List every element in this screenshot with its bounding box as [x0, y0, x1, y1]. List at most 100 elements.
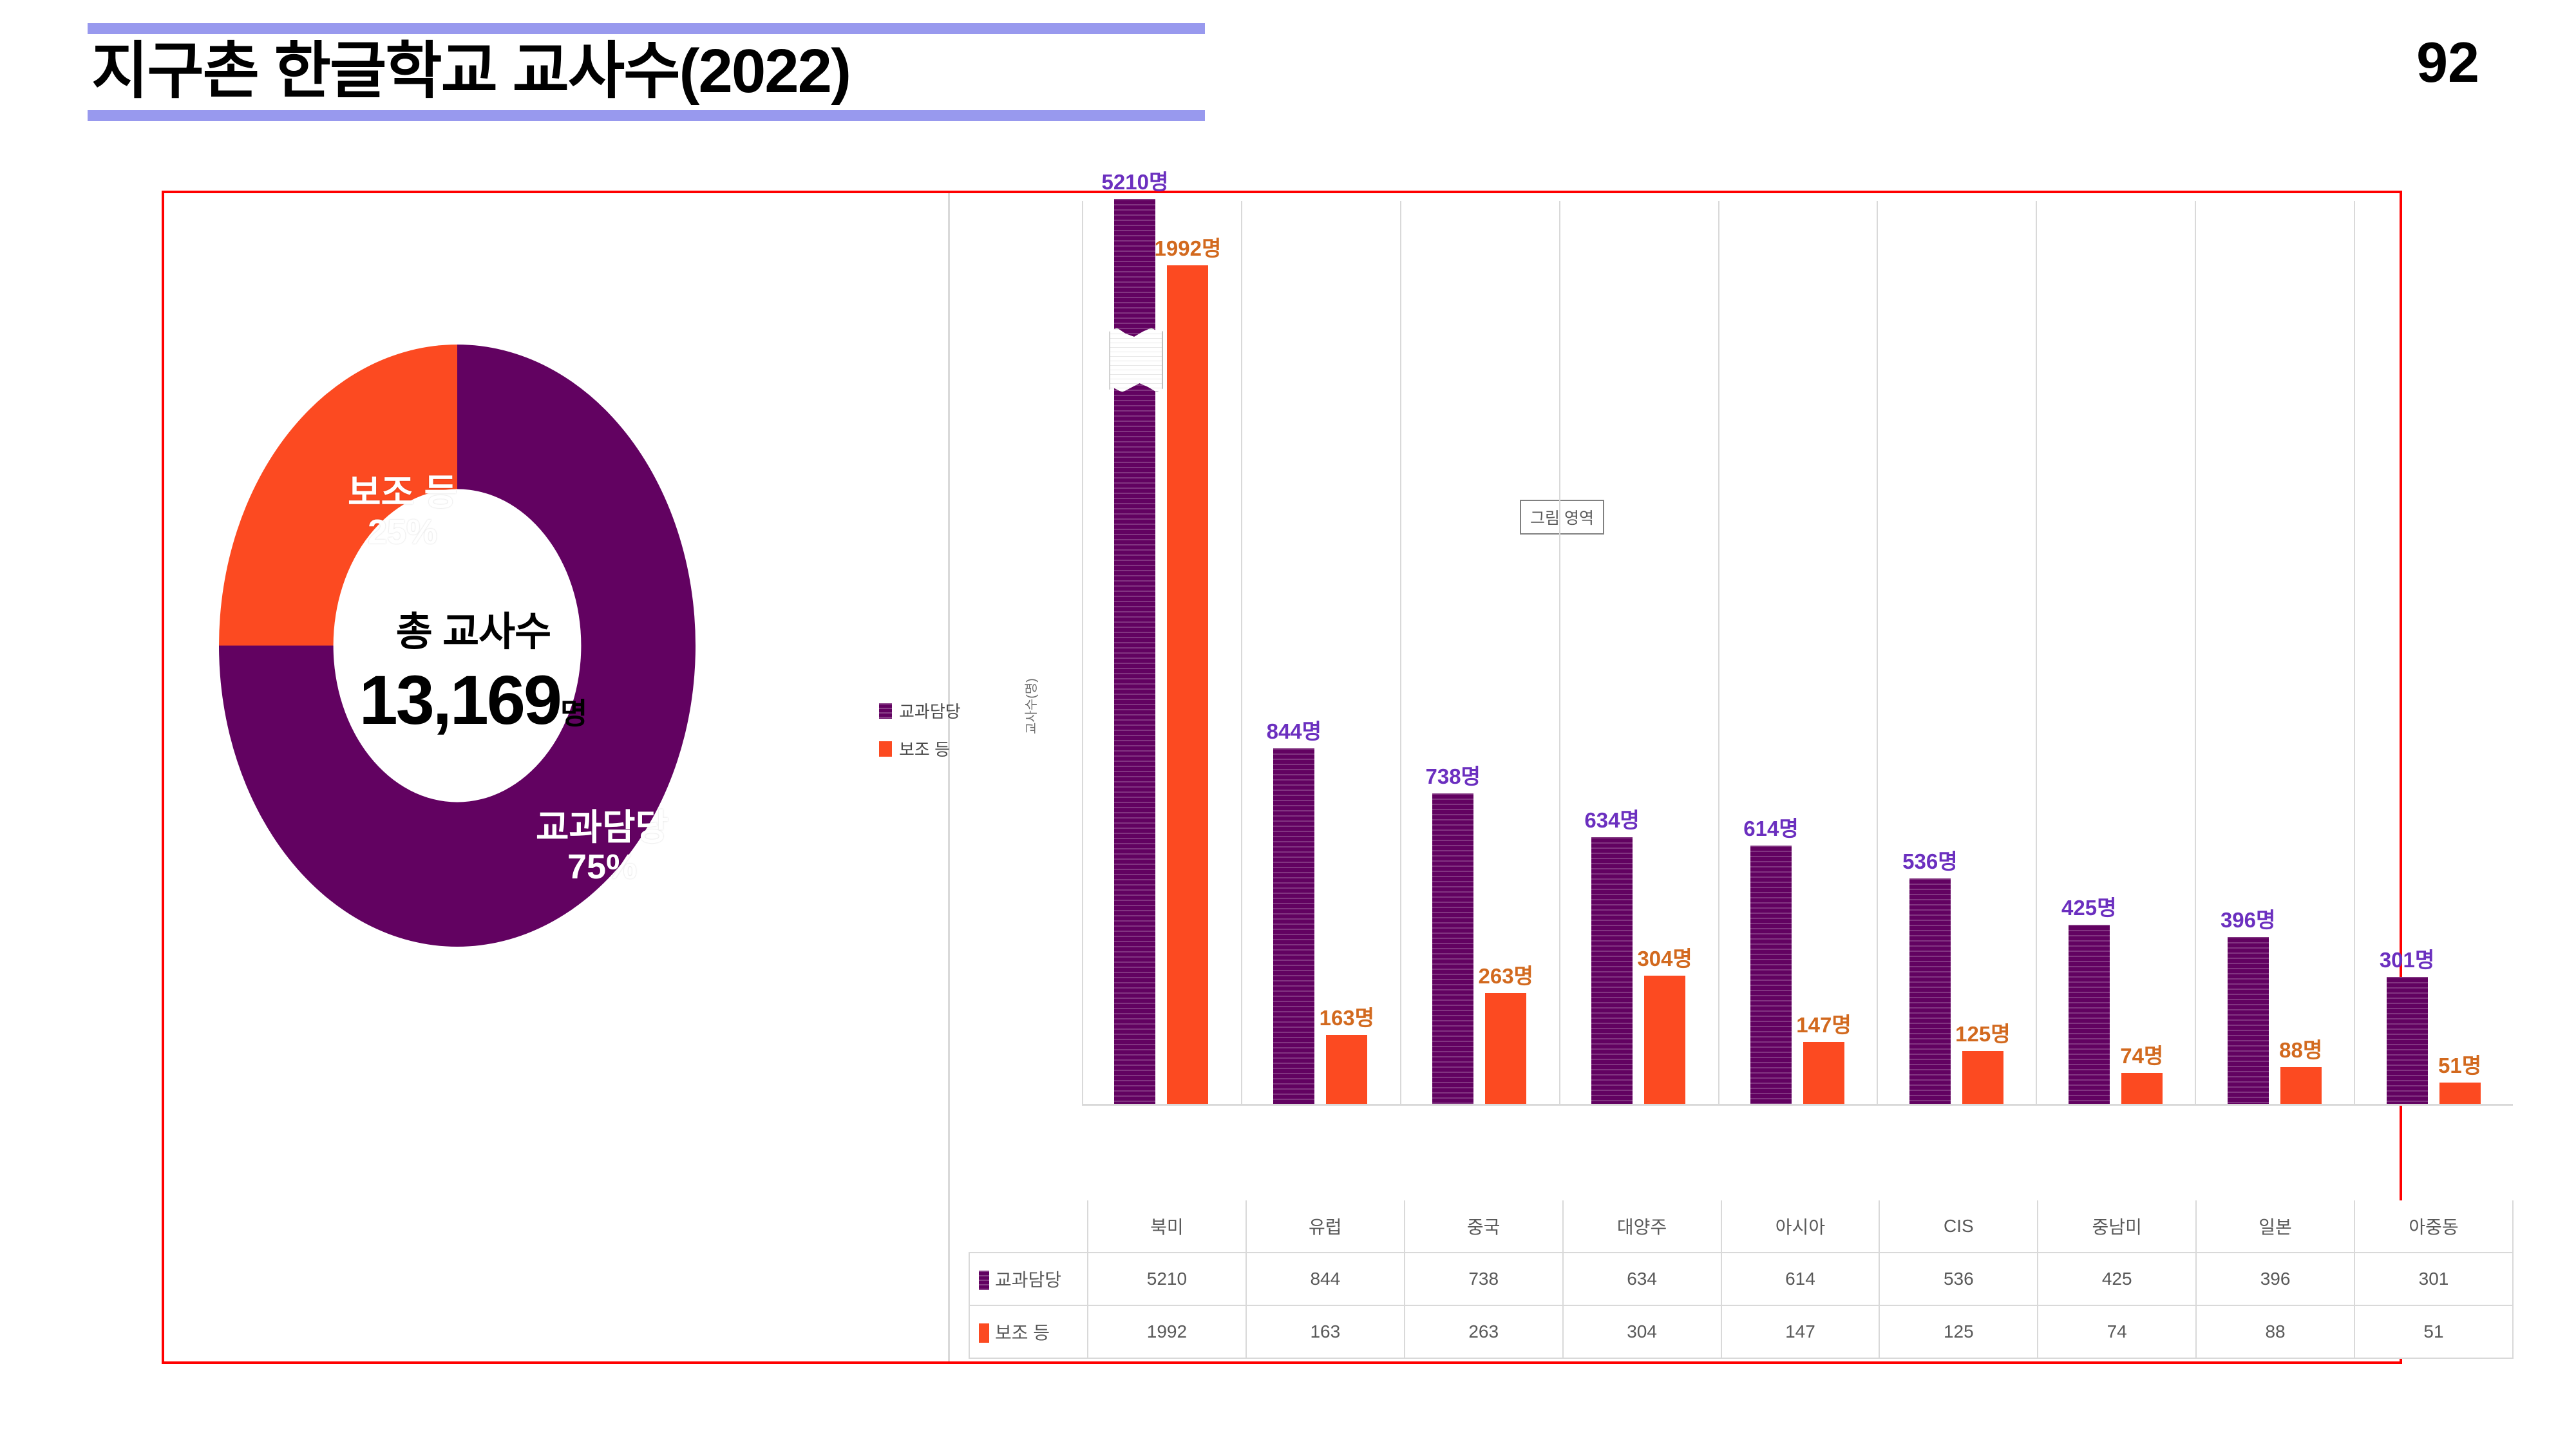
- bar-group-CIS[interactable]: 536명 125명: [1877, 201, 2036, 1104]
- donut-legend-item-bojo[interactable]: 보조 등: [879, 737, 961, 761]
- bar-group-중남미[interactable]: 425명 74명: [2036, 201, 2195, 1104]
- bar-아중동-gyogwadamdang[interactable]: [2386, 977, 2428, 1104]
- table-row: 보조 등 1992 163 263 304 147 125 74 88 51: [969, 1305, 2514, 1359]
- table-cell-유럽-교과담당: 844: [1245, 1252, 1405, 1306]
- bar-group-아중동[interactable]: 301명 51명: [2354, 201, 2513, 1104]
- table-legend-swatch-icon-보조 등: [979, 1323, 989, 1343]
- bar-group-중국[interactable]: 738명 263명: [1400, 201, 1559, 1104]
- donut-label-bojo-name: 보조 등: [347, 472, 458, 513]
- donut-graphic[interactable]: 보조 등 25% 교과담당 75% 총 교사수 13,169명: [219, 345, 696, 947]
- table-cell-중국-보조 등: 263: [1403, 1305, 1564, 1359]
- donut-hole: [333, 489, 582, 802]
- title-block: 지구촌 한글학교 교사수(2022): [88, 23, 1205, 121]
- bar-label-CIS-gyogwadamdang: 536명: [1902, 849, 1958, 873]
- bar-CIS-gyogwadamdang[interactable]: [1909, 878, 1951, 1104]
- bar-아시아-bojodeung[interactable]: [1803, 1041, 1844, 1104]
- title-rule-bottom: [88, 109, 1205, 121]
- bar-label-북미-bojodeung: 1992명: [1154, 236, 1222, 261]
- bar-label-아시아-bojodeung: 147명: [1796, 1012, 1852, 1037]
- bar-group-북미[interactable]: 5210명 1992명: [1082, 171, 1241, 1104]
- bar-group-유럽[interactable]: 844명 163명: [1241, 201, 1400, 1104]
- axis-break-icon: [1109, 328, 1164, 392]
- panel-divider: [948, 193, 950, 1361]
- donut-center-total-unit: 명: [560, 697, 588, 730]
- table-cell-일본-보조 등: 88: [2195, 1305, 2355, 1359]
- table-header-아중동: 아중동: [2354, 1200, 2514, 1253]
- bar-label-북미-gyogwadamdang: 5210명: [1101, 170, 1169, 194]
- category-gridline: [1877, 201, 1879, 1106]
- donut-chart[interactable]: 보조 등 25% 교과담당 75% 총 교사수 13,169명 교과담당 보조 …: [190, 142, 961, 1365]
- bar-label-일본-gyogwadamdang: 396명: [2220, 908, 2276, 933]
- page-number: 92: [2416, 30, 2479, 94]
- table-cell-유럽-보조 등: 163: [1245, 1305, 1405, 1359]
- bar-중남미-bojodeung[interactable]: [2121, 1072, 2163, 1104]
- table-header-대양주: 대양주: [1562, 1200, 1722, 1253]
- bar-label-아시아-gyogwadamdang: 614명: [1743, 816, 1799, 840]
- donut-legend-label-gyogwa: 교과담당: [899, 702, 961, 721]
- bar-일본-gyogwadamdang[interactable]: [2227, 937, 2269, 1104]
- table-row-categories: 북미 유럽 중국 대양주 아시아 CIS 중남미 일본 아중동: [969, 1200, 2514, 1253]
- table-cell-대양주-교과담당: 634: [1562, 1252, 1722, 1306]
- table-cell-일본-교과담당: 396: [2195, 1252, 2355, 1306]
- table-header-아시아: 아시아: [1720, 1200, 1880, 1253]
- bar-label-유럽-bojodeung: 163명: [1319, 1006, 1375, 1030]
- table-cell-중남미-보조 등: 74: [2037, 1305, 2197, 1359]
- donut-label-gyogwa-percent: 75%: [567, 848, 638, 887]
- table-cell-CIS-보조 등: 125: [1879, 1305, 2039, 1359]
- table-cell-중남미-교과담당: 425: [2037, 1252, 2197, 1306]
- table-cell-아중동-보조 등: 51: [2354, 1305, 2514, 1359]
- bar-유럽-gyogwadamdang[interactable]: [1273, 748, 1315, 1104]
- plot-area-tooltip: 그림 영역: [1520, 500, 1604, 535]
- table-legend-swatch-icon-교과담당: [979, 1271, 989, 1290]
- table-cell-CIS-교과담당: 536: [1879, 1252, 2039, 1306]
- table-header-일본: 일본: [2195, 1200, 2355, 1253]
- bar-일본-bojodeung[interactable]: [2280, 1066, 2322, 1104]
- bar-group-일본[interactable]: 396명 88명: [2195, 201, 2354, 1104]
- bar-label-CIS-bojodeung: 125명: [1955, 1022, 2011, 1046]
- category-gridline: [1718, 201, 1719, 1106]
- donut-label-gyogwa-name: 교과담당: [535, 807, 669, 848]
- bar-아중동-bojodeung[interactable]: [2439, 1082, 2481, 1104]
- bar-대양주-gyogwadamdang[interactable]: [1591, 837, 1633, 1104]
- bar-group-대양주[interactable]: 634명 304명: [1559, 201, 1718, 1104]
- table-cell-아시아-보조 등: 147: [1720, 1305, 1880, 1359]
- plot-area[interactable]: 그림 영역 5210명 1992명 844명 163명 738명 263명 634명 304명…: [1082, 171, 2513, 1106]
- table-corner-blank: [969, 1200, 1088, 1253]
- bar-중남미-gyogwadamdang[interactable]: [2068, 925, 2110, 1104]
- donut-center-total-value: 13,169: [359, 661, 562, 739]
- donut-center-total: 13,169명: [354, 659, 592, 740]
- donut-legend-item-gyogwa[interactable]: 교과담당: [879, 699, 961, 723]
- bar-CIS-bojodeung[interactable]: [1962, 1051, 2003, 1104]
- bar-중국-bojodeung[interactable]: [1485, 993, 1527, 1104]
- bar-중국-gyogwadamdang[interactable]: [1432, 793, 1474, 1104]
- bar-유럽-bojodeung[interactable]: [1326, 1035, 1368, 1104]
- bar-북미-bojodeung[interactable]: [1167, 265, 1209, 1104]
- donut-label-gyogwa: 교과담당 75%: [496, 808, 708, 886]
- bar-group-아시아[interactable]: 614명 147명: [1718, 201, 1877, 1104]
- table-cell-북미-교과담당: 5210: [1087, 1252, 1247, 1306]
- table-header-중남미: 중남미: [2037, 1200, 2197, 1253]
- donut-label-bojo-percent: 25%: [367, 513, 438, 552]
- bar-label-중국-gyogwadamdang: 738명: [1425, 764, 1481, 788]
- bar-label-중남미-gyogwadamdang: 425명: [2061, 896, 2117, 920]
- table-header-중국: 중국: [1403, 1200, 1564, 1253]
- bar-아시아-gyogwadamdang[interactable]: [1750, 845, 1792, 1104]
- table-cell-대양주-보조 등: 304: [1562, 1305, 1722, 1359]
- bar-label-대양주-bojodeung: 304명: [1637, 947, 1692, 971]
- x-axis-baseline: [1082, 1104, 2513, 1106]
- bar-대양주-bojodeung[interactable]: [1644, 976, 1686, 1104]
- bar-label-일본-bojodeung: 88명: [2279, 1037, 2323, 1062]
- bar-label-아중동-gyogwadamdang: 301명: [2379, 948, 2435, 972]
- bar-label-대양주-gyogwadamdang: 634명: [1584, 808, 1640, 832]
- table-cell-아시아-교과담당: 614: [1720, 1252, 1880, 1306]
- bar-label-유럽-gyogwadamdang: 844명: [1266, 719, 1322, 744]
- donut-center-text: 총 교사수 13,169명: [354, 599, 592, 766]
- bar-label-아중동-bojodeung: 51명: [2438, 1053, 2482, 1077]
- table-cell-아중동-교과담당: 301: [2354, 1252, 2514, 1306]
- category-gridline: [1082, 201, 1083, 1106]
- table-header-북미: 북미: [1087, 1200, 1247, 1253]
- table-row: 교과담당 5210 844 738 634 614 536 425 396 301: [969, 1252, 2514, 1306]
- bar-chart[interactable]: 교사수(명) 그림 영역 5210명 1992명 844명 163명 738명 263명 6…: [950, 171, 2514, 1361]
- bar-label-중남미-bojodeung: 74명: [2120, 1043, 2164, 1068]
- legend-swatch-icon-bojo: [879, 741, 892, 757]
